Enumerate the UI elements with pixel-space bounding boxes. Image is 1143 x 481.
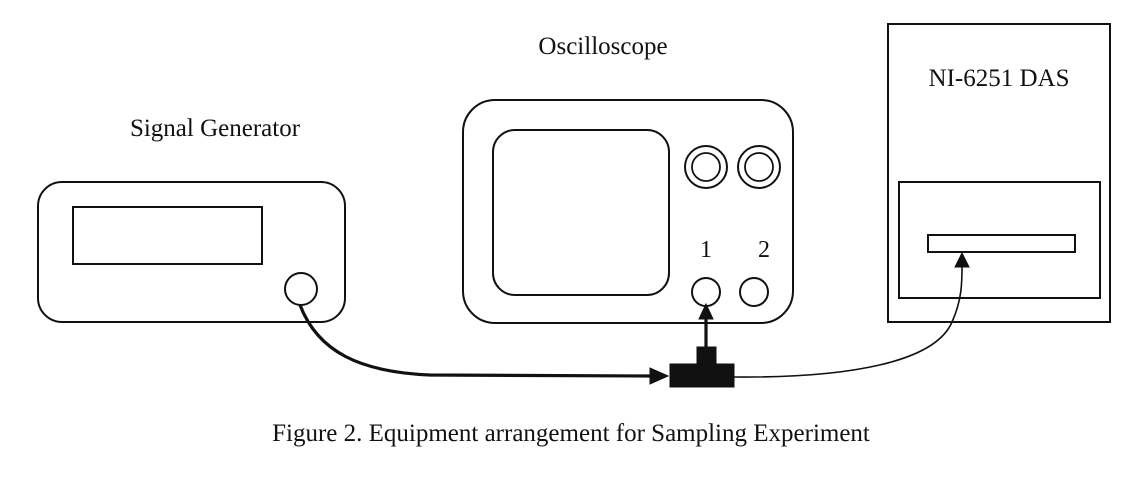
t-connector-stem — [696, 346, 717, 366]
das-body — [887, 23, 1111, 323]
tee-to-das-cable — [733, 265, 963, 378]
oscilloscope-knob-left — [684, 145, 728, 189]
figure-caption: Figure 2. Equipment arrangement for Samp… — [272, 420, 870, 447]
signal-generator-body — [37, 181, 346, 323]
signal-generator-display — [72, 206, 263, 265]
tee-to-das-arrowhead — [954, 251, 970, 268]
das: NI-6251 DAS — [887, 23, 1111, 323]
t-connector-base — [669, 363, 735, 388]
oscilloscope-channel-2-label: 2 — [758, 237, 770, 263]
signal-generator-label: Signal Generator — [130, 115, 301, 142]
oscilloscope-channel-1-label: 1 — [700, 237, 712, 263]
oscilloscope-screen — [492, 129, 670, 296]
oscilloscope-knob-right — [737, 145, 781, 189]
das-connector-panel — [898, 181, 1101, 299]
generator-to-tee-arrowhead — [649, 367, 670, 385]
tee-to-oscilloscope-arrowhead — [698, 302, 714, 320]
oscilloscope: Oscilloscope 1 2 — [462, 33, 794, 324]
das-connector-slot — [927, 234, 1076, 253]
generator-to-tee-cable — [298, 304, 653, 378]
signal-generator-output-connector — [284, 272, 318, 306]
oscilloscope-channel-1-connector — [691, 277, 721, 307]
t-connector — [669, 346, 735, 388]
oscilloscope-channel-2-connector — [739, 277, 769, 307]
oscilloscope-label: Oscilloscope — [538, 33, 667, 60]
signal-generator: Signal Generator — [37, 115, 346, 323]
das-label: NI-6251 DAS — [929, 65, 1070, 92]
oscilloscope-body — [462, 99, 794, 324]
